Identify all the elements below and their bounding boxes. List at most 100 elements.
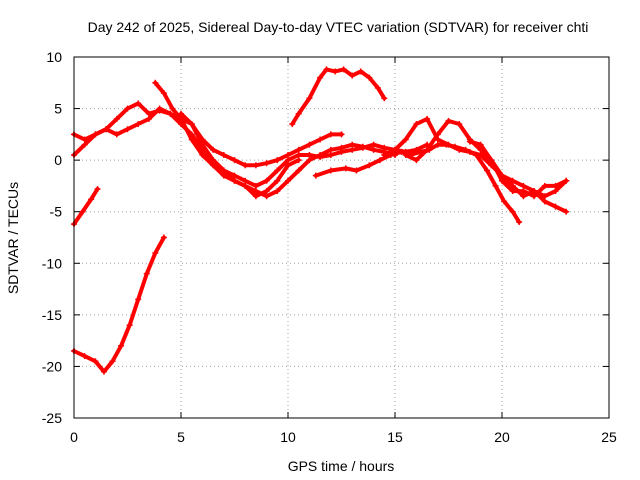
data-point	[188, 136, 195, 143]
data-point	[231, 177, 238, 184]
y-tick-label: -10	[42, 255, 62, 271]
y-tick-label: -25	[42, 410, 62, 426]
data-point	[152, 249, 159, 256]
data-point	[109, 358, 116, 365]
data-point	[353, 167, 360, 174]
data-point	[113, 131, 120, 138]
data-point	[178, 110, 184, 117]
x-tick-label: 10	[280, 429, 296, 445]
series-line-sat-a	[72, 101, 344, 168]
data-point	[252, 193, 259, 200]
data-point	[94, 186, 101, 193]
data-point	[220, 172, 227, 179]
x-tick-label: 15	[387, 429, 403, 445]
data-point	[317, 74, 324, 81]
series-line-sat-i	[467, 139, 569, 199]
data-point	[242, 162, 249, 169]
data-point	[374, 84, 381, 91]
data-point	[349, 146, 356, 153]
data-point	[552, 188, 559, 195]
data-point	[169, 105, 176, 112]
data-point	[563, 177, 570, 184]
data-point	[295, 167, 302, 174]
data-point	[160, 234, 167, 241]
y-tick-label: 10	[46, 49, 62, 65]
data-point	[124, 126, 131, 133]
data-point	[145, 110, 152, 117]
data-point	[274, 188, 281, 195]
data-point	[156, 105, 163, 112]
data-point	[424, 115, 431, 122]
data-point	[285, 157, 291, 164]
data-point	[402, 151, 409, 158]
data-point	[342, 165, 349, 172]
data-point	[103, 126, 110, 133]
data-point	[167, 110, 174, 117]
data-point	[520, 188, 527, 195]
data-point	[295, 146, 302, 153]
data-point	[381, 151, 388, 158]
data-point	[100, 368, 107, 375]
data-point	[81, 141, 88, 148]
data-point	[520, 182, 527, 189]
data-point	[338, 144, 345, 151]
data-point	[210, 146, 217, 153]
data-point	[306, 157, 313, 164]
data-point	[178, 115, 184, 122]
data-point	[274, 167, 281, 174]
data-point	[366, 162, 373, 169]
data-point	[413, 157, 420, 164]
data-point	[531, 193, 538, 200]
data-point	[541, 182, 548, 189]
y-tick-label: -15	[42, 307, 62, 323]
data-point	[338, 131, 345, 138]
data-point	[220, 151, 227, 158]
data-point	[79, 208, 86, 215]
data-point	[118, 342, 125, 349]
data-point	[370, 146, 377, 153]
data-point	[477, 141, 484, 148]
x-tick-label: 0	[70, 429, 78, 445]
data-point	[92, 131, 99, 138]
data-point	[231, 172, 238, 179]
data-point	[220, 167, 227, 174]
data-point	[160, 90, 167, 97]
data-point	[124, 105, 131, 112]
data-point	[210, 157, 217, 164]
data-point	[563, 208, 570, 215]
data-point	[541, 198, 548, 205]
data-point	[92, 358, 99, 365]
data-point	[274, 177, 281, 184]
data-point	[188, 121, 195, 128]
data-point	[327, 146, 334, 153]
data-point	[152, 79, 159, 86]
chart-title: Day 242 of 2025, Sidereal Day-to-day VTE…	[88, 19, 589, 35]
data-point	[413, 121, 420, 128]
y-tick-label: -5	[50, 204, 63, 220]
data-point	[252, 162, 259, 169]
data-point	[199, 151, 206, 158]
data-point	[357, 68, 364, 75]
data-point	[359, 143, 366, 150]
data-point	[143, 270, 150, 277]
data-point	[445, 117, 452, 124]
data-point	[456, 121, 463, 128]
data-point	[509, 182, 516, 189]
data-point	[332, 68, 339, 75]
data-point	[126, 322, 133, 329]
data-point	[263, 160, 270, 167]
data-point	[501, 198, 508, 205]
data-point	[274, 157, 281, 164]
data-point	[520, 193, 527, 200]
data-point	[402, 136, 409, 143]
data-point	[552, 182, 559, 189]
data-point	[377, 157, 384, 164]
data-point	[242, 177, 249, 184]
data-point	[492, 182, 499, 189]
data-point	[509, 177, 516, 184]
data-point	[210, 162, 217, 169]
data-point	[231, 157, 238, 164]
series-layer	[71, 66, 570, 375]
data-point	[509, 208, 516, 215]
